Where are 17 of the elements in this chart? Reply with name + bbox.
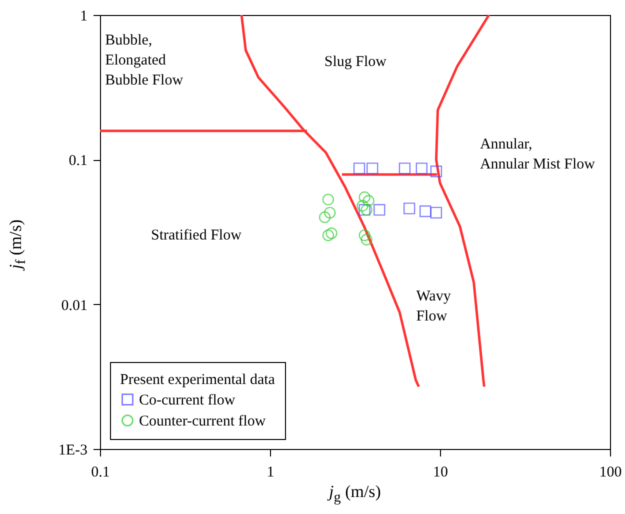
legend-label: Co-current flow	[139, 392, 236, 408]
x-tick-label: 10	[433, 464, 448, 480]
y-tick-label: 0.01	[61, 298, 88, 314]
y-tick-label: 1E-3	[58, 442, 88, 458]
x-tick-label: 1	[266, 464, 274, 480]
x-tick-label: 100	[599, 464, 622, 480]
legend-label: Counter-current flow	[139, 414, 266, 430]
annotation: Slug Flow	[324, 54, 387, 70]
annotation: Wavy Flow	[416, 288, 452, 324]
x-axis-title: j$_{g}$ (m/s)	[326, 482, 382, 506]
y-tick-label: 1	[80, 8, 88, 24]
legend-title: Present experimental data	[120, 372, 276, 388]
y-tick-label: 0.1	[68, 153, 88, 170]
annotation: Stratified Flow	[151, 228, 242, 244]
x-tick-label: 0.1	[91, 464, 110, 480]
annotation: Annular, Annular Mist Flow	[480, 136, 596, 173]
annotation: Bubble, Elongated Bubble Flow	[105, 32, 184, 88]
